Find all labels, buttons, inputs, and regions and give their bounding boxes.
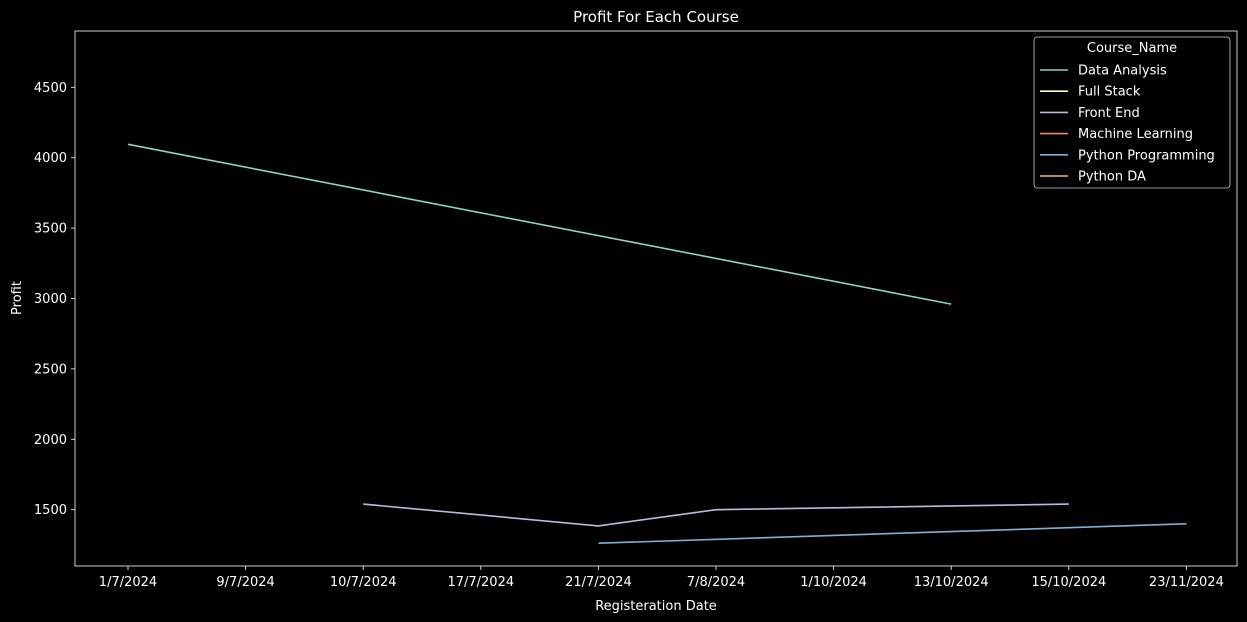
y-tick-label: 1500 xyxy=(34,503,67,518)
y-tick-label: 4500 xyxy=(34,81,67,96)
x-tick-label: 1/7/2024 xyxy=(99,575,157,590)
x-tick-label: 15/10/2024 xyxy=(1031,575,1106,590)
x-tick-label: 9/7/2024 xyxy=(216,575,274,590)
y-tick-label: 4000 xyxy=(34,151,67,166)
x-tick-label: 13/10/2024 xyxy=(914,575,989,590)
y-tick-label: 3000 xyxy=(34,292,67,307)
series-line-python-programming xyxy=(598,523,1187,544)
x-tick-label: 17/7/2024 xyxy=(447,575,514,590)
legend-title: Course_Name xyxy=(1087,41,1177,56)
x-axis-ticks: 1/7/2024 9/7/2024 10/7/2024 17/7/2024 21/7/2… xyxy=(99,566,1224,590)
y-tick-label: 3500 xyxy=(34,222,67,237)
legend-label-front-end: Front End xyxy=(1078,106,1140,121)
x-tick-label: 23/11/2024 xyxy=(1149,575,1224,590)
x-tick-label: 1/10/2024 xyxy=(800,575,867,590)
x-axis-label: Registeration Date xyxy=(595,599,717,614)
legend-label-data-analysis: Data Analysis xyxy=(1078,64,1167,79)
legend-label-python-da: Python DA xyxy=(1078,170,1146,185)
legend-label-machine-learning: Machine Learning xyxy=(1078,127,1193,142)
y-axis-label: Profit xyxy=(10,281,25,315)
x-tick-label: 7/8/2024 xyxy=(687,575,745,590)
series-lines xyxy=(127,143,1187,544)
legend-label-full-stack: Full Stack xyxy=(1078,85,1141,100)
chart-title: Profit For Each Course xyxy=(573,8,739,26)
y-axis-ticks: 1500 2000 2500 3000 3500 4000 4500 xyxy=(34,81,75,518)
y-tick-label: 2000 xyxy=(34,433,67,448)
series-line-data-analysis xyxy=(127,143,952,305)
legend-items: Data Analysis Full Stack Front End Machine … xyxy=(1040,64,1215,185)
x-tick-label: 21/7/2024 xyxy=(565,575,632,590)
legend-box xyxy=(1033,36,1231,189)
legend-label-python-programming: Python Programming xyxy=(1078,148,1215,163)
legend: Course_Name Data Analysis Full Stack Front… xyxy=(1033,36,1231,189)
y-tick-label: 2500 xyxy=(34,362,67,377)
x-tick-label: 10/7/2024 xyxy=(330,575,397,590)
series-line-front-end xyxy=(363,503,1069,527)
